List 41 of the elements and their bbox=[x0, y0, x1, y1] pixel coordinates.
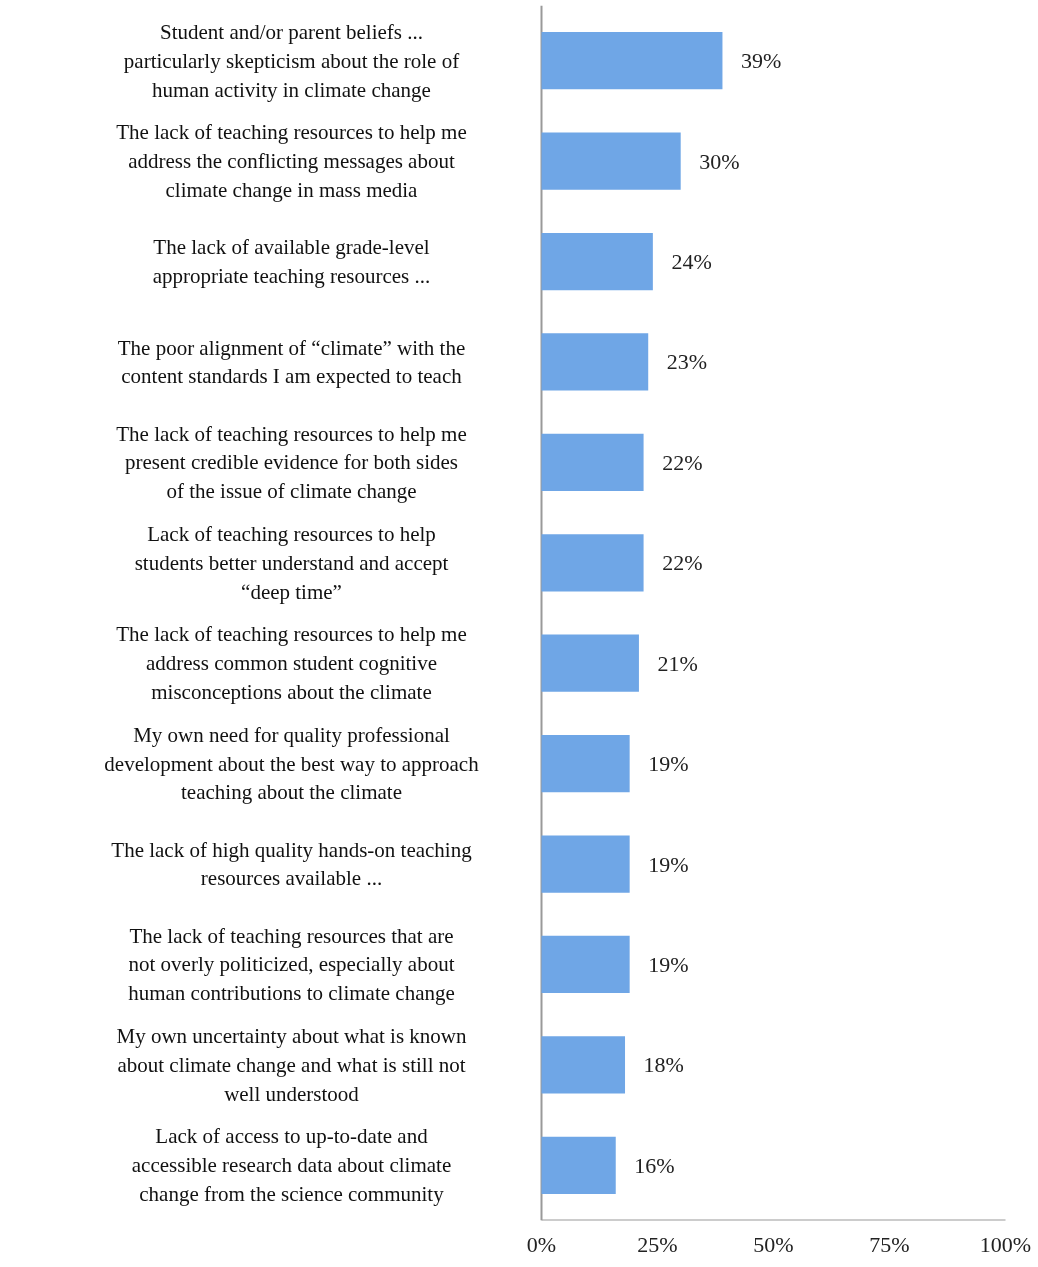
y-tick-label: Lack of access to up-to-date and accessible research data about climate change from the science community bbox=[131, 1124, 452, 1207]
bar bbox=[541, 1036, 626, 1094]
data-label: 39% bbox=[741, 48, 782, 74]
data-label: 16% bbox=[634, 1152, 675, 1178]
bar bbox=[541, 333, 649, 391]
y-tick-label: My own need for quality professional development about the best way to approach teaching about the climate bbox=[104, 722, 480, 805]
bar bbox=[541, 534, 644, 592]
y-tick-label: Lack of teaching resources to help students better understand and accept “deep time” bbox=[134, 521, 449, 604]
y-tick-label: My own uncertainty about what is known about climate change and what is still not well understood bbox=[116, 1024, 467, 1106]
x-tick-label: 75% bbox=[869, 1231, 910, 1257]
data-label: 19% bbox=[648, 851, 689, 877]
y-tick-label: The lack of teaching resources that are not overly politicized, especially about human contributions to climate change bbox=[128, 923, 455, 1006]
bar bbox=[541, 32, 723, 90]
y-tick-label: The lack of teaching resources to help me address common student cognitive misconceptions about the climate bbox=[116, 622, 467, 705]
data-label: 22% bbox=[662, 449, 703, 475]
data-label: 21% bbox=[657, 650, 698, 676]
y-tick-label: The lack of high quality hands-on teaching resources available ... bbox=[111, 837, 473, 891]
y-tick-label: Student and/or parent beliefs ... particularly skepticism about the role of human activity in climate change bbox=[123, 19, 460, 102]
data-label: 19% bbox=[648, 951, 689, 977]
x-tick-label: 25% bbox=[637, 1231, 678, 1257]
data-label: 19% bbox=[648, 751, 689, 777]
data-label: 18% bbox=[643, 1052, 684, 1078]
bar bbox=[541, 634, 639, 692]
x-tick-label: 50% bbox=[753, 1231, 794, 1257]
data-label: 22% bbox=[662, 550, 703, 576]
bar bbox=[541, 735, 630, 793]
data-label: 23% bbox=[666, 349, 708, 375]
x-tick-label: 0% bbox=[526, 1231, 557, 1257]
data-label: 30% bbox=[699, 148, 740, 174]
y-tick-label: The lack of teaching resources to help me present credible evidence for both sides of the issue of climate change bbox=[116, 421, 467, 504]
bar bbox=[541, 835, 630, 893]
bar bbox=[541, 132, 681, 190]
x-tick-label: 100% bbox=[979, 1231, 1032, 1257]
y-tick-label: The lack of teaching resources to help me address the conflicting messages about climate change in mass media bbox=[116, 120, 467, 202]
y-tick-label: The lack of available grade-level appropriate teaching resources ... bbox=[152, 235, 431, 288]
data-label: 24% bbox=[671, 249, 712, 275]
bar bbox=[541, 935, 630, 994]
bar bbox=[541, 232, 653, 291]
y-tick-label: The poor alignment of “climate” with the content standards I am expected to teach bbox=[117, 335, 466, 389]
bar bbox=[541, 433, 644, 491]
bar bbox=[541, 1136, 616, 1194]
